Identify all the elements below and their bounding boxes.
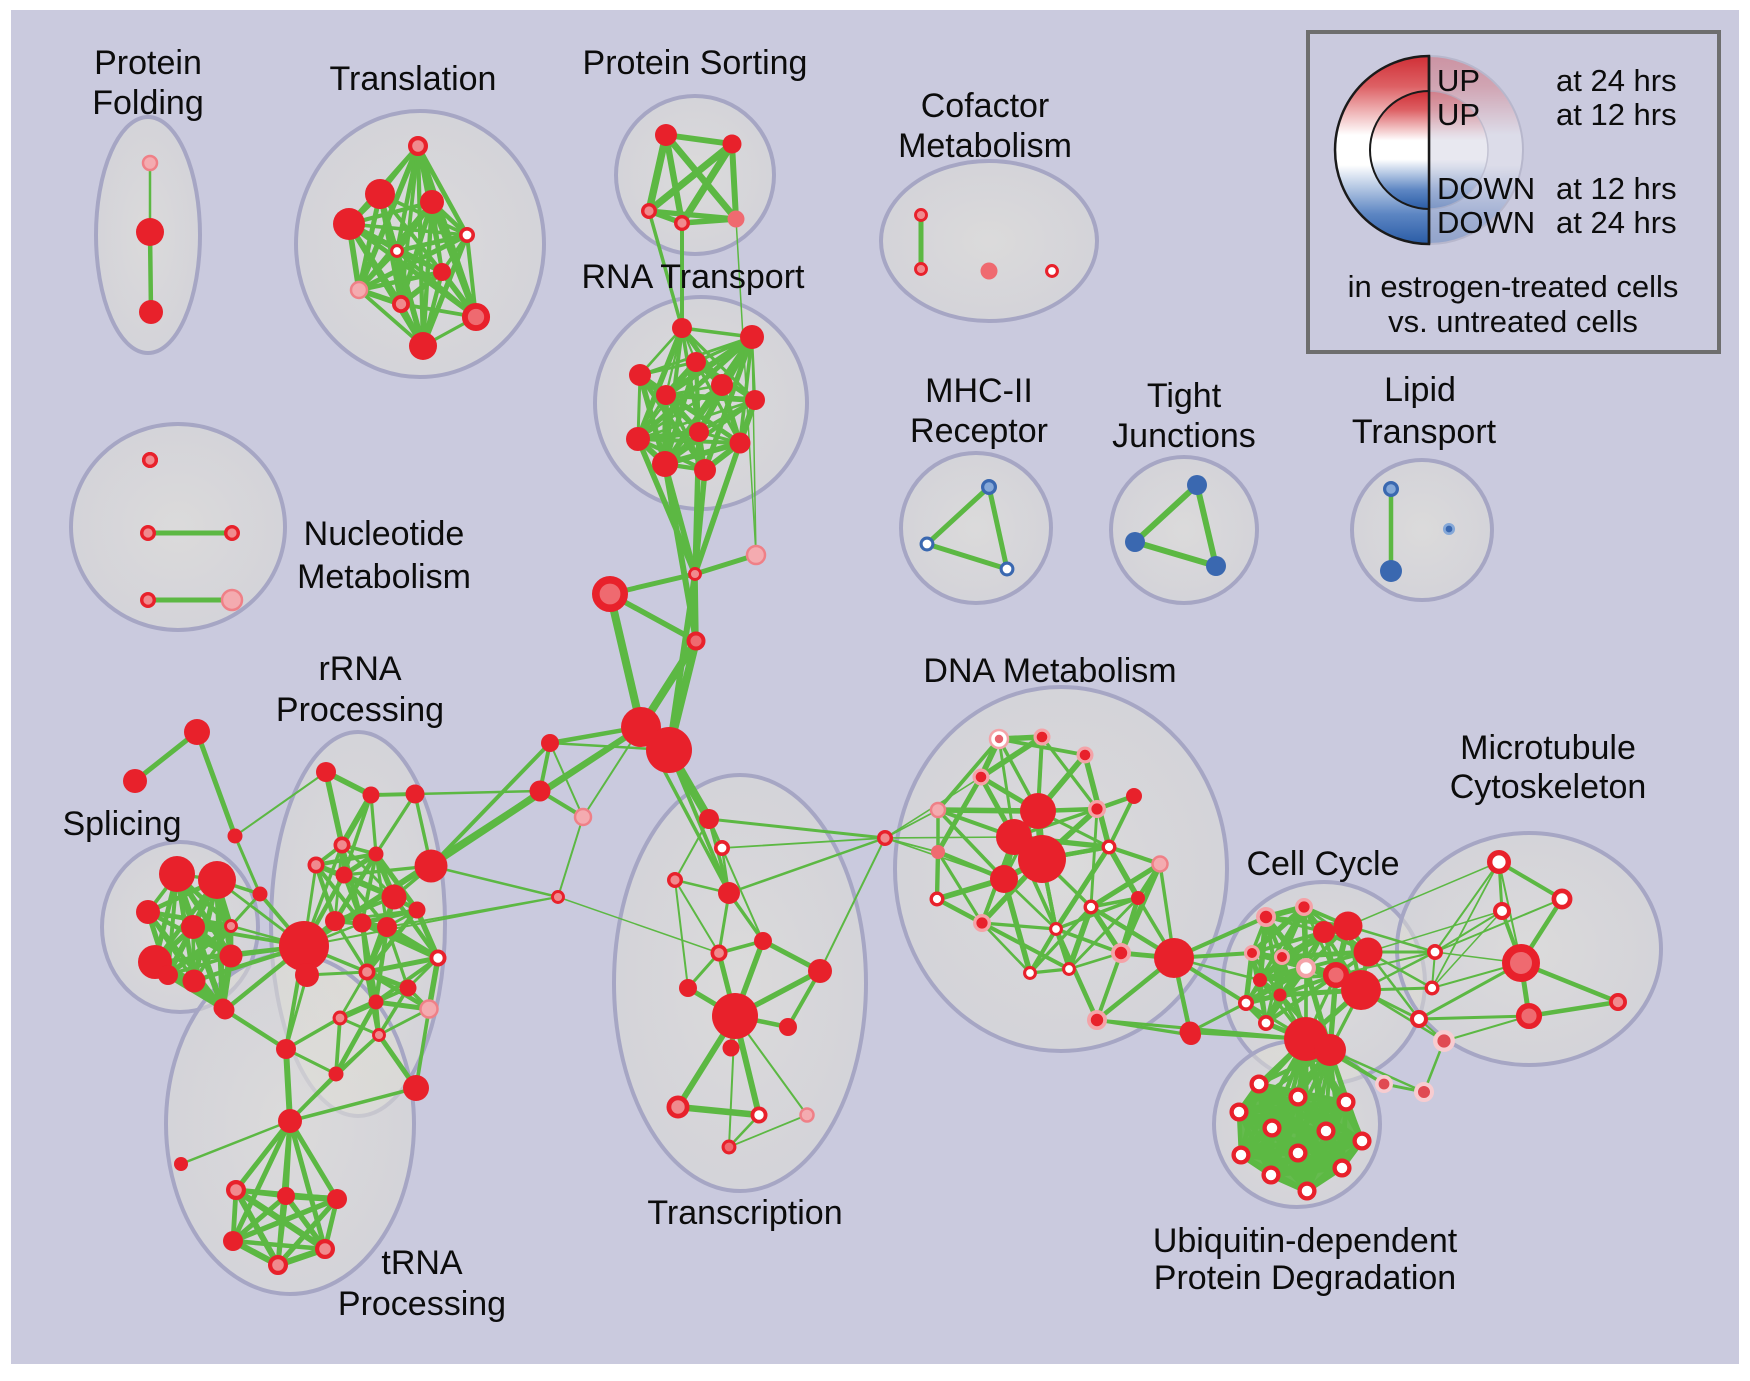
- svg-text:DOWN: DOWN: [1437, 205, 1535, 240]
- svg-text:Junctions: Junctions: [1112, 417, 1256, 455]
- svg-text:Protein Sorting: Protein Sorting: [583, 44, 808, 82]
- svg-text:Folding: Folding: [92, 84, 204, 122]
- svg-text:Processing: Processing: [338, 1285, 506, 1323]
- svg-text:Processing: Processing: [276, 691, 444, 729]
- svg-text:RNA Transport: RNA Transport: [582, 258, 806, 296]
- svg-text:Ubiquitin-dependent: Ubiquitin-dependent: [1153, 1222, 1458, 1260]
- svg-text:Metabolism: Metabolism: [898, 127, 1072, 165]
- svg-text:Transcription: Transcription: [647, 1194, 842, 1232]
- svg-text:Translation: Translation: [330, 60, 497, 98]
- svg-text:Nucleotide: Nucleotide: [304, 515, 465, 553]
- svg-text:Protein: Protein: [94, 44, 202, 82]
- svg-text:Lipid: Lipid: [1384, 371, 1456, 409]
- svg-text:Cofactor: Cofactor: [921, 87, 1050, 125]
- svg-text:tRNA: tRNA: [381, 1244, 463, 1282]
- svg-text:Tight: Tight: [1147, 377, 1222, 415]
- svg-text:Protein Degradation: Protein Degradation: [1154, 1259, 1456, 1297]
- svg-text:at 12 hrs: at 12 hrs: [1556, 171, 1677, 206]
- svg-text:at 24 hrs: at 24 hrs: [1556, 205, 1677, 240]
- svg-text:Cytoskeleton: Cytoskeleton: [1450, 768, 1647, 806]
- svg-text:Receptor: Receptor: [910, 412, 1048, 450]
- svg-text:MHC-II: MHC-II: [925, 372, 1033, 410]
- svg-text:Metabolism: Metabolism: [297, 558, 471, 596]
- svg-text:vs. untreated cells: vs. untreated cells: [1388, 304, 1638, 339]
- svg-text:at 24 hrs: at 24 hrs: [1556, 63, 1677, 98]
- svg-text:UP: UP: [1437, 97, 1480, 132]
- svg-text:UP: UP: [1437, 63, 1480, 98]
- svg-text:rRNA: rRNA: [318, 650, 401, 688]
- svg-text:at 12 hrs: at 12 hrs: [1556, 97, 1677, 132]
- svg-text:Transport: Transport: [1352, 413, 1497, 451]
- svg-text:Microtubule: Microtubule: [1460, 729, 1636, 767]
- svg-text:Splicing: Splicing: [62, 805, 181, 843]
- svg-text:DNA Metabolism: DNA Metabolism: [923, 652, 1176, 690]
- svg-text:DOWN: DOWN: [1437, 171, 1535, 206]
- svg-text:in estrogen-treated cells: in estrogen-treated cells: [1348, 269, 1679, 304]
- svg-text:Cell Cycle: Cell Cycle: [1246, 845, 1399, 883]
